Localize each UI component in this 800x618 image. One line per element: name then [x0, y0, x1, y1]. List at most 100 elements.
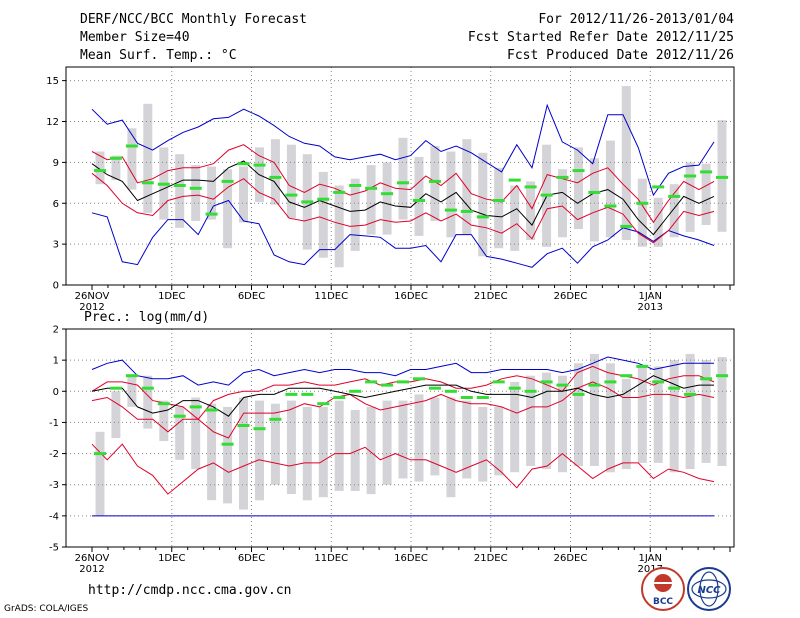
box-40 — [717, 357, 727, 466]
member-marker-1 — [94, 452, 106, 456]
box-1 — [95, 431, 105, 516]
box-8 — [207, 166, 217, 220]
box-26 — [494, 406, 504, 476]
member-marker-26 — [492, 380, 505, 384]
box-4 — [143, 103, 153, 213]
box-24 — [462, 400, 472, 479]
box-34 — [621, 378, 631, 470]
member-marker-27 — [508, 178, 521, 182]
member-marker-35 — [636, 364, 649, 368]
member-marker-14 — [301, 392, 314, 396]
xtick-label: 6DEC — [238, 553, 265, 564]
member-marker-3 — [125, 374, 138, 378]
member-marker-8 — [205, 212, 218, 216]
member-marker-11 — [253, 163, 266, 167]
box-27 — [510, 381, 520, 473]
box-37 — [669, 184, 679, 238]
box-27 — [510, 185, 520, 251]
box-35 — [637, 178, 647, 247]
box-10 — [239, 166, 248, 223]
member-marker-31 — [572, 169, 585, 173]
box-6 — [175, 154, 185, 228]
ytick-label: 3 — [53, 240, 59, 251]
source-url[interactable]: http://cmdp.ncc.cma.gov.cn — [88, 583, 292, 598]
box-20 — [398, 400, 408, 479]
box-31 — [574, 147, 583, 230]
xtick-label: 16DEC — [394, 291, 428, 302]
member-marker-15 — [317, 402, 330, 406]
member-marker-36 — [652, 380, 665, 384]
member-marker-40 — [716, 374, 728, 378]
box-28 — [526, 375, 536, 466]
box-36 — [653, 197, 663, 247]
member-marker-38 — [684, 174, 697, 178]
member-marker-5 — [157, 402, 170, 406]
box-7 — [191, 165, 201, 221]
member-marker-17 — [349, 389, 362, 393]
box-33 — [605, 140, 615, 238]
box-25 — [478, 152, 488, 257]
box-3 — [127, 375, 137, 407]
ytick-label: -5 — [49, 543, 59, 554]
ytick-label: 2 — [53, 325, 59, 336]
box-36 — [653, 366, 663, 463]
xtick-year-label: 2013 — [638, 302, 663, 313]
member-marker-36 — [652, 185, 665, 189]
box-9 — [223, 169, 233, 249]
xtick-label: 11DEC — [314, 291, 348, 302]
member-marker-20 — [397, 181, 409, 185]
member-marker-24 — [460, 396, 473, 399]
box-3 — [127, 128, 137, 190]
member-marker-2 — [109, 386, 122, 390]
xtick-label: 21DEC — [474, 553, 508, 564]
box-9 — [223, 406, 233, 504]
member-marker-23 — [444, 389, 457, 393]
xtick-year-label: 2017 — [638, 564, 663, 575]
member-marker-39 — [700, 170, 713, 174]
member-marker-10 — [237, 424, 250, 427]
ytick-label: -1 — [49, 418, 59, 429]
min-line — [91, 199, 715, 268]
box-12 — [270, 139, 280, 205]
variable-label: Mean Surf. Temp.: °C — [80, 48, 237, 63]
mean-line — [91, 375, 714, 417]
member-marker-40 — [716, 175, 728, 179]
member-marker-26 — [492, 199, 505, 202]
box-17 — [350, 178, 360, 251]
box-31 — [574, 363, 583, 467]
xtick-label: 16DEC — [394, 553, 428, 564]
xtick-label: 1JAN — [639, 291, 662, 302]
box-5 — [159, 400, 169, 442]
box-29 — [542, 372, 552, 470]
member-marker-21 — [413, 377, 425, 381]
xtick-label: 26NOV — [75, 291, 110, 302]
box-10 — [239, 397, 248, 510]
ytick-label: 15 — [46, 76, 59, 87]
member-marker-13 — [285, 392, 298, 396]
member-marker-18 — [365, 186, 378, 190]
ncc-logo-text: NCC — [697, 585, 721, 596]
member-marker-22 — [428, 179, 441, 183]
box-22 — [430, 146, 440, 221]
box-19 — [382, 400, 392, 485]
box-33 — [605, 363, 615, 473]
forecast-started-date: Fcst Started Refer Date 2012/11/25 — [467, 30, 734, 45]
xtick-year-label: 2012 — [79, 302, 104, 313]
member-marker-27 — [508, 386, 521, 390]
member-marker-17 — [349, 184, 362, 187]
plot-frame — [65, 328, 735, 548]
box-38 — [685, 353, 695, 470]
box-39 — [701, 360, 711, 463]
member-marker-16 — [333, 396, 346, 399]
member-marker-2 — [109, 156, 122, 160]
box-18 — [366, 165, 376, 235]
xtick-label: 1JAN — [639, 553, 662, 564]
bcc-logo: BCC — [641, 567, 685, 611]
member-marker-25 — [476, 396, 489, 399]
box-2 — [111, 155, 121, 181]
xtick-label: 26DEC — [554, 291, 588, 302]
member-marker-13 — [285, 193, 298, 197]
xtick-label: 21DEC — [474, 291, 508, 302]
